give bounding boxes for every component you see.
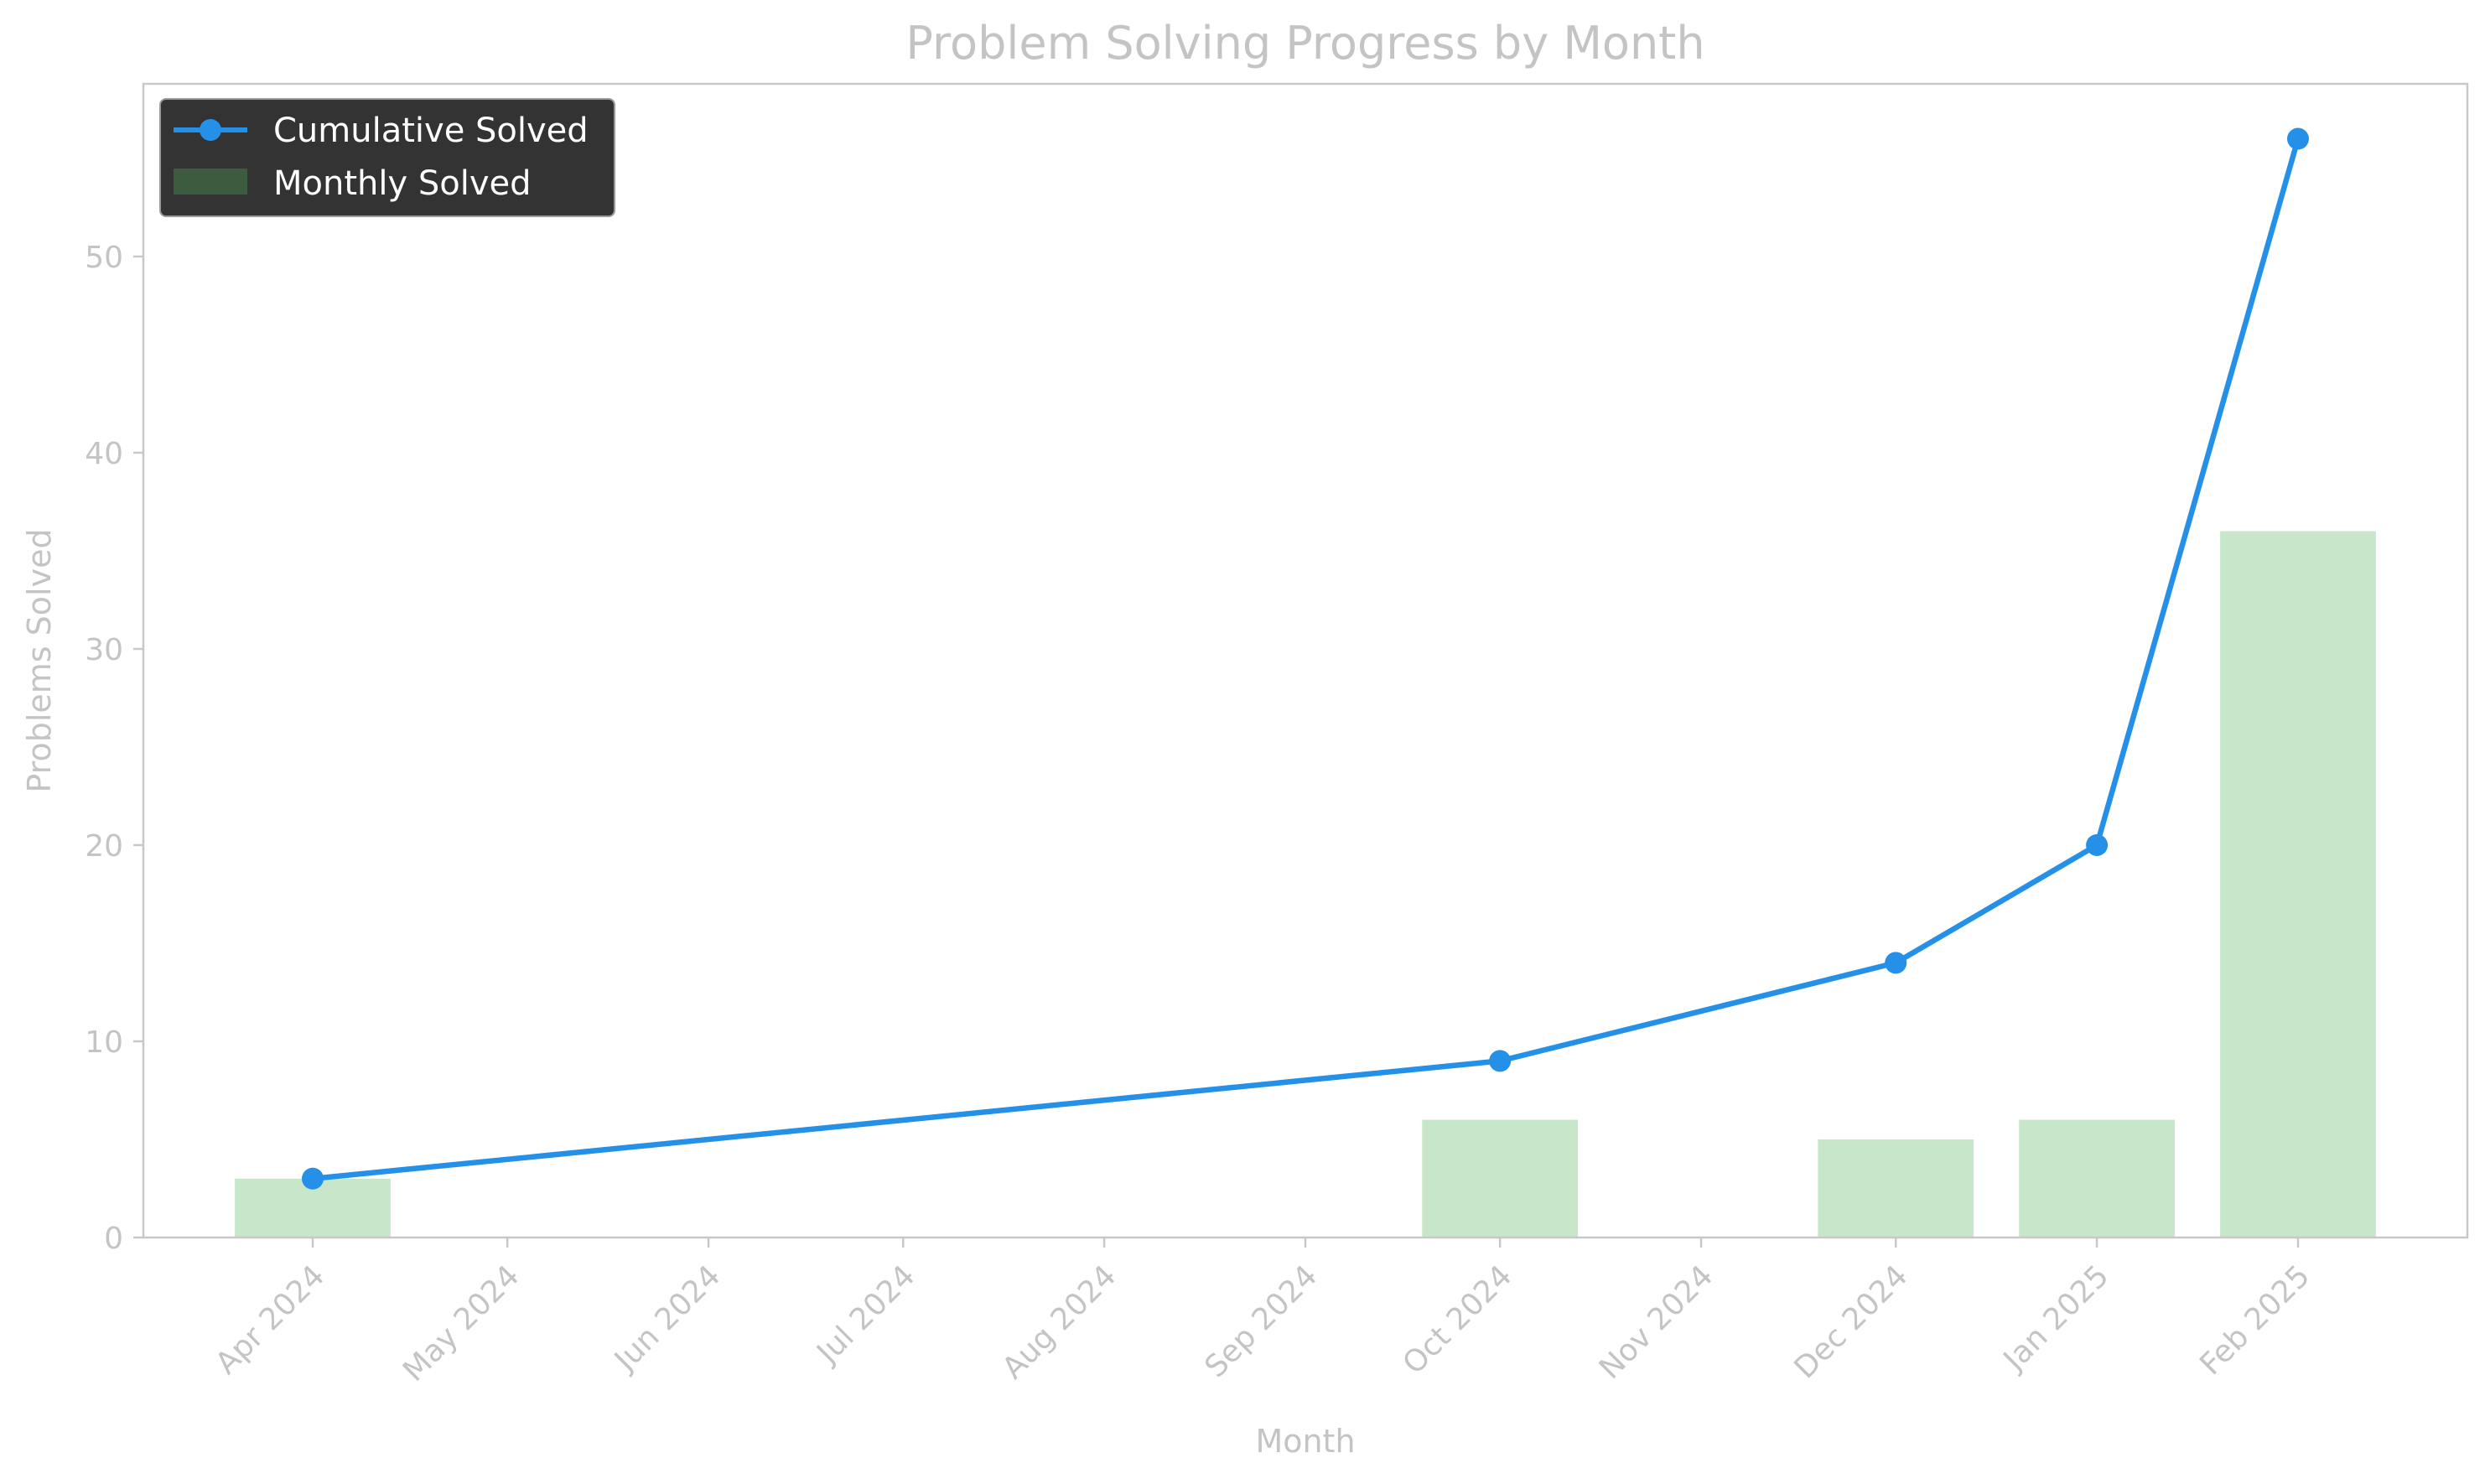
- bar-monthly-dec-2024: [1818, 1139, 1974, 1238]
- point-cumulative-jan-2025: [2086, 834, 2108, 856]
- point-cumulative-apr-2024: [302, 1168, 324, 1190]
- bar-monthly-oct-2024: [1422, 1120, 1578, 1238]
- y-tick-label: 20: [85, 829, 123, 864]
- legend: Cumulative Solved Monthly Solved: [160, 99, 615, 216]
- legend-label-monthly: Monthly Solved: [273, 164, 532, 203]
- y-tick-label: 50: [85, 241, 123, 275]
- y-axis-label: Problems Solved: [21, 528, 58, 792]
- point-cumulative-feb-2025: [2287, 128, 2309, 150]
- legend-bar-swatch: [174, 169, 247, 195]
- bar-monthly-feb-2025: [2220, 532, 2376, 1238]
- y-tick-label: 30: [85, 633, 123, 667]
- chart-title: Problem Solving Progress by Month: [905, 17, 1704, 70]
- bar-monthly-jan-2025: [2019, 1120, 2175, 1238]
- legend-label-cumulative: Cumulative Solved: [273, 112, 589, 150]
- x-axis-label: Month: [1255, 1423, 1355, 1460]
- legend-line-marker: [200, 119, 221, 141]
- y-tick-label: 10: [85, 1025, 123, 1060]
- y-tick-label: 0: [104, 1222, 123, 1256]
- point-cumulative-dec-2024: [1885, 952, 1906, 973]
- y-tick-label: 40: [85, 437, 123, 471]
- point-cumulative-oct-2024: [1489, 1050, 1511, 1071]
